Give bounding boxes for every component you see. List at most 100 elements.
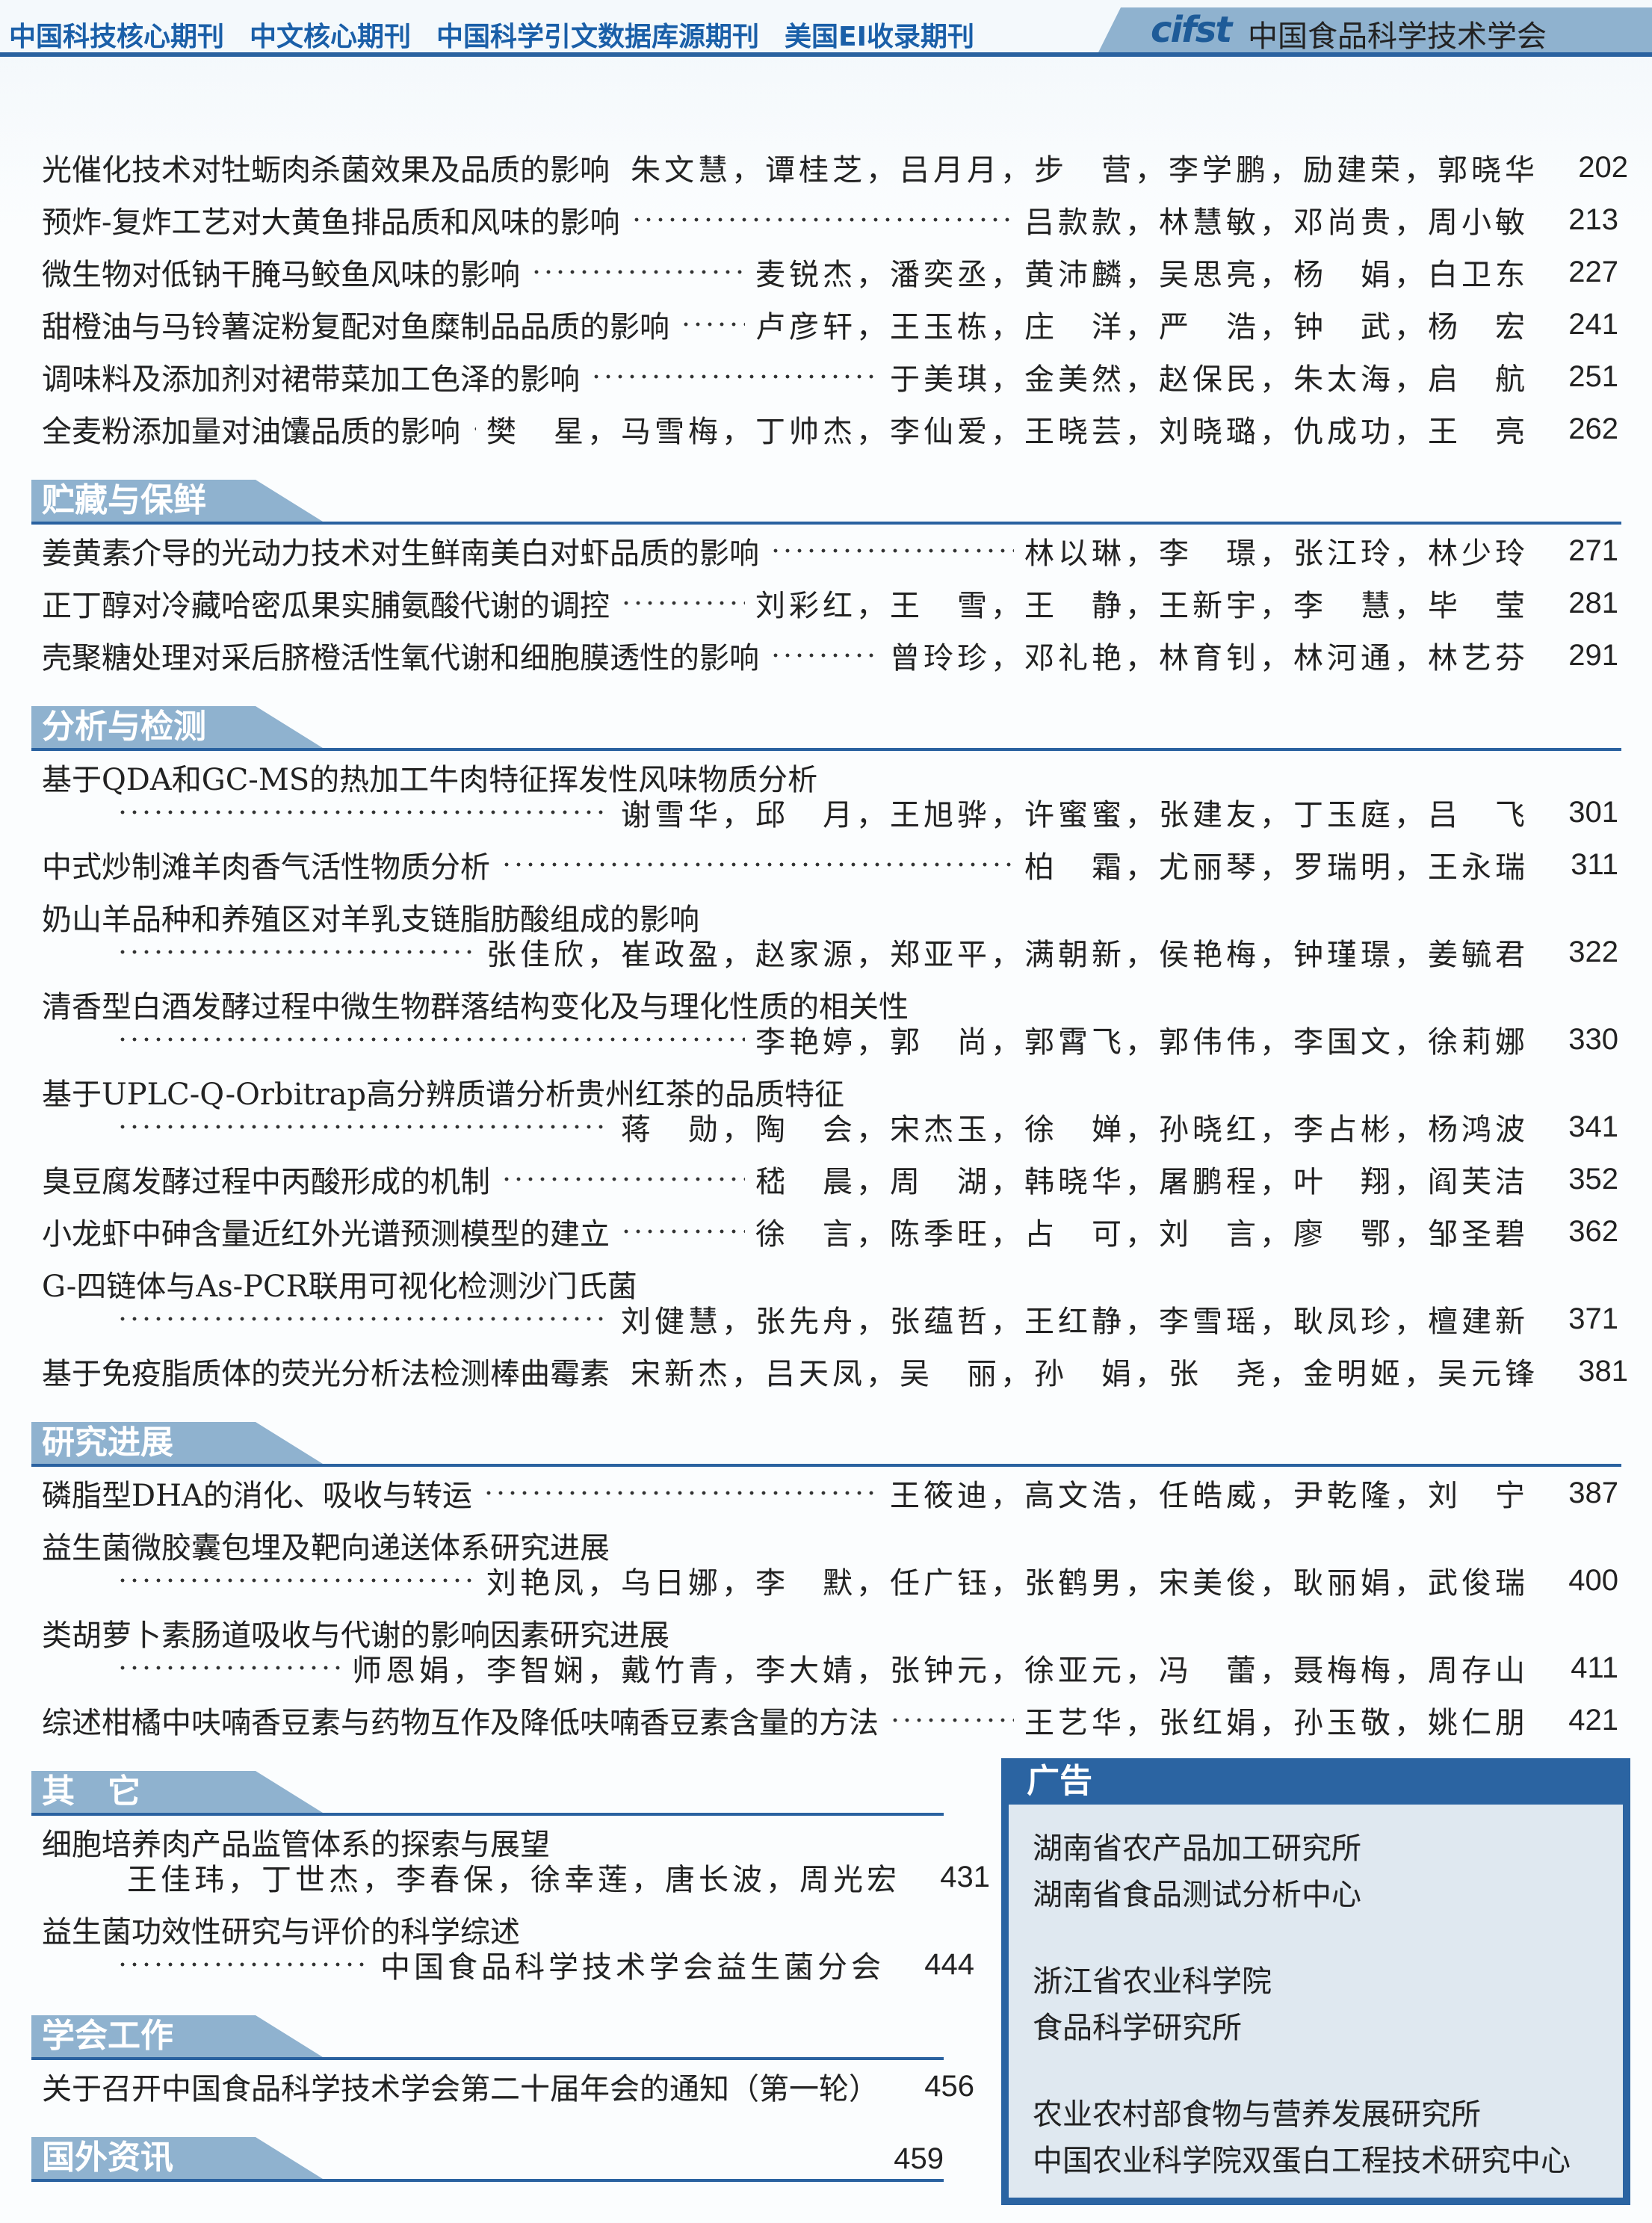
toc-entry-author-line[interactable]: 蒋 勋，陶 会，宋杰玉，徐 婵，孙晓红，李占彬，杨鸿波 341 [0,1101,1652,1153]
indexing-label: 中文核心期刊 [250,22,412,52]
toc-entry[interactable]: 调味料及添加剂对裙带菜加工色泽的影响 于美琪，金美然，赵保民，朱太海，启 航 251 [0,350,1652,403]
article-title[interactable]: 预炸-复炸工艺对大黄鱼排品质和风味的影响 [42,205,620,240]
cifst-logo: cifst [1151,9,1232,51]
toc-entry-title-line[interactable]: 奶山羊品种和养殖区对羊乳支链脂肪酸组成的影响 [0,891,1652,943]
toc-entry-author-line[interactable]: 张佳欣，崔政盈，赵家源，郑亚平，满朝新，侯艳梅，钟瑾璟，姜毓君 322 [0,926,1652,978]
section-header: 研究进展 [0,1397,1621,1467]
page-number: 281 [1568,586,1618,619]
article-authors: 刘彩红，王 雪，王 静，王新宇，李 慧，毕 莹 [755,589,1529,623]
toc-entry-author-line[interactable]: 谢雪华，邱 月，王旭骅，许蜜蜜，张建友，丁玉庭，吕 飞 301 [0,786,1652,838]
article-title[interactable]: 调味料及添加剂对裙带菜加工色泽的影响 [42,362,580,397]
toc-entry[interactable]: 壳聚糖处理对采后脐橙活性氧代谢和细胞膜透性的影响 曾玲珍，邓礼艳，林育钊，林河通，… [0,629,1652,681]
article-authors: 王佳玮，丁世杰，李春保，徐幸莲，唐长波，周光宏 [127,1863,900,1897]
toc-entry-author-line[interactable]: 刘艳凤，乌日娜，李 默，任广钰，张鹤男，宋美俊，耿丽娟，武俊瑞 400 [0,1554,1652,1607]
toc-entry[interactable]: 基于免疫脂质体的荧光分析法检测棒曲霉素 宋新杰，吕天凤，吴 丽，孙 娟，张 尧，金… [0,1345,1652,1397]
article-title[interactable]: 光催化技术对牡蛎肉杀菌效果及品质的影响 [42,153,610,188]
article-title[interactable]: 姜黄素介导的光动力技术对生鲜南美白对虾品质的影响 [42,537,759,571]
toc-entry[interactable]: 光催化技术对牡蛎肉杀菌效果及品质的影响 朱文慧，谭桂芝，吕月月，步 营，李学鹏，励… [0,141,1652,194]
page-number: 459 [894,2142,944,2175]
dot-leader [117,1565,476,1595]
toc-entry[interactable]: 关于召开中国食品科学技术学会第二十届年会的通知（第一轮） 456 [0,2060,974,2112]
dot-leader [117,1024,745,1054]
article-authors: 于美琪，金美然，赵保民，朱太海，启 航 [890,362,1529,397]
toc-entry[interactable]: 全麦粉添加量对油馕品质的影响樊 星，马雪梅，丁帅杰，李仙爱，王晓芸，刘晓璐，仇成… [0,403,1652,455]
toc-entry-author-line[interactable]: 李艳婷，郭 尚，郭霄飞，郭伟伟，李国文，徐莉娜 330 [0,1013,1652,1066]
section-header: 分析与检测 [0,681,1621,751]
article-title[interactable]: 基于QDA和GC-MS的热加工牛肉特征挥发性风味物质分析 [42,763,818,797]
article-authors: 朱文慧，谭桂芝，吕月月，步 营，李学鹏，励建荣，郭晓华 [631,153,1538,188]
dot-leader [889,1705,1014,1735]
advertiser-name: 农业农村部食物与营养发展研究所 [1033,2097,1481,2132]
ad-list: 湖南省农产品加工研究所 湖南省食品测试分析中心 浙江省农业科学院 食品科学研究所 农业农… [1009,1805,1623,2198]
toc-entry-title-line[interactable]: 益生菌微胶囊包埋及靶向递送体系研究进展 [0,1519,1652,1571]
toc-entry-author-line[interactable]: 中国食品科学技术学会益生菌分会 444 [0,1938,974,1991]
toc-entry-title-line[interactable]: G-四链体与As-PCR联用可视化检测沙门氏菌 [0,1258,1652,1310]
page-number: 400 [1568,1563,1618,1597]
article-title[interactable]: 基于免疫脂质体的荧光分析法检测棒曲霉素 [42,1357,610,1391]
article-title[interactable]: 益生菌微胶囊包埋及靶向递送体系研究进展 [42,1531,610,1565]
page-number: 341 [1568,1110,1618,1143]
toc-entry-title-line[interactable]: 基于QDA和GC-MS的热加工牛肉特征挥发性风味物质分析 [0,751,1652,803]
article-authors: 王艺华，张红娟，孙玉敬，姚仁朋 [1024,1706,1529,1740]
article-title[interactable]: 基于UPLC-Q-Orbitrap高分辨质谱分析贵州红茶的品质特征 [42,1078,845,1112]
toc-entry-title-line[interactable]: 益生菌功效性研究与评价的科学综述 [0,1903,974,1955]
toc-entry-title-line[interactable]: 清香型白酒发酵过程中微生物群落结构变化及与理化性质的相关性 [0,978,1652,1030]
toc-entry[interactable]: 微生物对低钠干腌马鲛鱼风味的影响 麦锐杰，潘奕丞，黄沛麟，吴思亮，杨 娟，白卫东 2… [0,246,1652,298]
section-divider [31,2179,944,2182]
journal-header-bar: 中国科技核心期刊 中文核心期刊 中国科学引文数据库源期刊 美国EI收录期刊 cifst… [0,0,1652,57]
toc-entry[interactable]: 甜橙油与马铃薯淀粉复配对鱼糜制品品质的影响 卢彦轩，王玉栋，庄 洋，严 浩，钟 武… [0,298,1652,350]
toc-entry[interactable]: 中式炒制滩羊肉香气活性物质分析 柏 霜，尤丽琴，罗瑞明，王永瑞 311 [0,838,1652,891]
toc-entry-author-line[interactable]: 刘健慧，张先舟，张蕴哲，王红静，李雪瑶，耿凤珍，檀建新 371 [0,1293,1652,1345]
page-number: 262 [1568,412,1618,445]
article-title[interactable]: 微生物对低钠干腌马鲛鱼风味的影响 [42,258,520,292]
section-title: 学会工作 [31,2015,323,2057]
article-title[interactable]: 正丁醇对冷藏哈密瓜果实脯氨酸代谢的调控 [42,589,610,623]
toc-entry-title-line[interactable]: 细胞培养肉产品监管体系的探索与展望 [0,1816,974,1868]
dot-leader [620,1216,745,1246]
article-authors: 曾玲珍，邓礼艳，林育钊，林河通，林艺芬 [890,641,1529,675]
article-title[interactable]: 清香型白酒发酵过程中微生物群落结构变化及与理化性质的相关性 [42,990,909,1024]
article-title[interactable]: 综述柑橘中呋喃香豆素与药物互作及降低呋喃香豆素含量的方法 [42,1706,879,1740]
article-title[interactable]: 壳聚糖处理对采后脐橙活性氧代谢和细胞膜透性的影响 [42,641,759,675]
article-title[interactable]: 关于召开中国食品科学技术学会第二十届年会的通知（第一轮） [42,2072,879,2106]
article-title[interactable]: 奶山羊品种和养殖区对羊乳支链脂肪酸组成的影响 [42,903,699,937]
article-title[interactable]: 磷脂型DHA的消化、吸收与转运 [42,1479,472,1513]
dot-leader [471,414,476,444]
toc-entry[interactable]: 预炸-复炸工艺对大黄鱼排品质和风味的影响 吕款款，林慧敏，邓尚贵，周小敏 213 [0,194,1652,246]
dot-leader [117,937,476,967]
toc-entry-title-line[interactable]: 基于UPLC-Q-Orbitrap高分辨质谱分析贵州红茶的品质特征 [0,1066,1652,1118]
society-name: 中国食品科学技术学会 [1248,19,1547,54]
article-title[interactable]: 益生菌功效性研究与评价的科学综述 [42,1915,520,1950]
article-title[interactable]: G-四链体与As-PCR联用可视化检测沙门氏菌 [42,1270,637,1304]
dot-leader [680,309,745,339]
article-title[interactable]: 臭豆腐发酵过程中丙酸形成的机制 [42,1165,490,1199]
toc-entry[interactable]: 综述柑橘中呋喃香豆素与药物互作及降低呋喃香豆素含量的方法 王艺华，张红娟，孙玉敬，… [0,1694,1652,1746]
toc-entry[interactable]: 小龙虾中砷含量近红外光谱预测模型的建立 徐 言，陈季旺，占 可，刘 言，廖 鄂，邹… [0,1205,1652,1258]
section-header: 国外资讯 459 [0,2112,944,2182]
page-number: 213 [1568,202,1618,236]
toc-entry[interactable]: 正丁醇对冷藏哈密瓜果实脯氨酸代谢的调控 刘彩红，王 雪，王 静，王新宇，李 慧，毕… [0,577,1652,629]
toc-entry[interactable]: 姜黄素介导的光动力技术对生鲜南美白对虾品质的影响 林以琳，李 璟，张江玲，林少玲 2… [0,525,1652,577]
toc-entry-author-line[interactable]: 师恩娟，李智娴，戴竹青，李大婧，张钟元，徐亚元，冯 蕾，聂梅梅，周存山 411 [0,1642,1652,1694]
article-title[interactable]: 中式炒制滩羊肉香气活性物质分析 [42,850,490,885]
toc-entry-title-line[interactable]: 类胡萝卜素肠道吸收与代谢的影响因素研究进展 [0,1607,1652,1659]
advertiser-name: 食品科学研究所 [1033,2011,1242,2045]
toc-entry[interactable]: 臭豆腐发酵过程中丙酸形成的机制 嵇 晨，周 湖，韩晓华，屠鹏程，叶 翔，阎芙洁 35… [0,1153,1652,1205]
article-authors: 卢彦轩，王玉栋，庄 洋，严 浩，钟 武，杨 宏 [755,310,1529,344]
toc-entry-author-line[interactable]: 王佳玮，丁世杰，李春保，徐幸莲，唐长波，周光宏 431 [0,1851,990,1903]
advertiser-name: 湖南省食品测试分析中心 [1033,1878,1361,1912]
dot-leader [117,797,610,827]
toc-entry[interactable]: 磷脂型DHA的消化、吸收与转运 王筱迪，高文浩，任皓威，尹乾隆，刘 宁 387 [0,1467,1652,1519]
advertiser-group: 农业农村部食物与营养发展研究所 中国农业科学院双蛋白工程技术研究中心 [1033,2091,1623,2184]
dot-leader [501,1164,745,1194]
article-title[interactable]: 类胡萝卜素肠道吸收与代谢的影响因素研究进展 [42,1618,669,1653]
section-divider [31,2057,944,2060]
article-title[interactable]: 全麦粉添加量对油馕品质的影响 [42,415,460,449]
article-title[interactable]: 小龙虾中砷含量近红外光谱预测模型的建立 [42,1217,610,1252]
article-authors: 吕款款，林慧敏，邓尚贵，周小敏 [1024,205,1529,240]
indexing-label: 美国EI收录期刊 [785,22,975,52]
dot-leader [630,205,1014,235]
article-title[interactable]: 甜橙油与马铃薯淀粉复配对鱼糜制品品质的影响 [42,310,669,344]
article-title[interactable]: 细胞培养肉产品监管体系的探索与展望 [42,1828,550,1862]
dot-leader [590,362,879,392]
